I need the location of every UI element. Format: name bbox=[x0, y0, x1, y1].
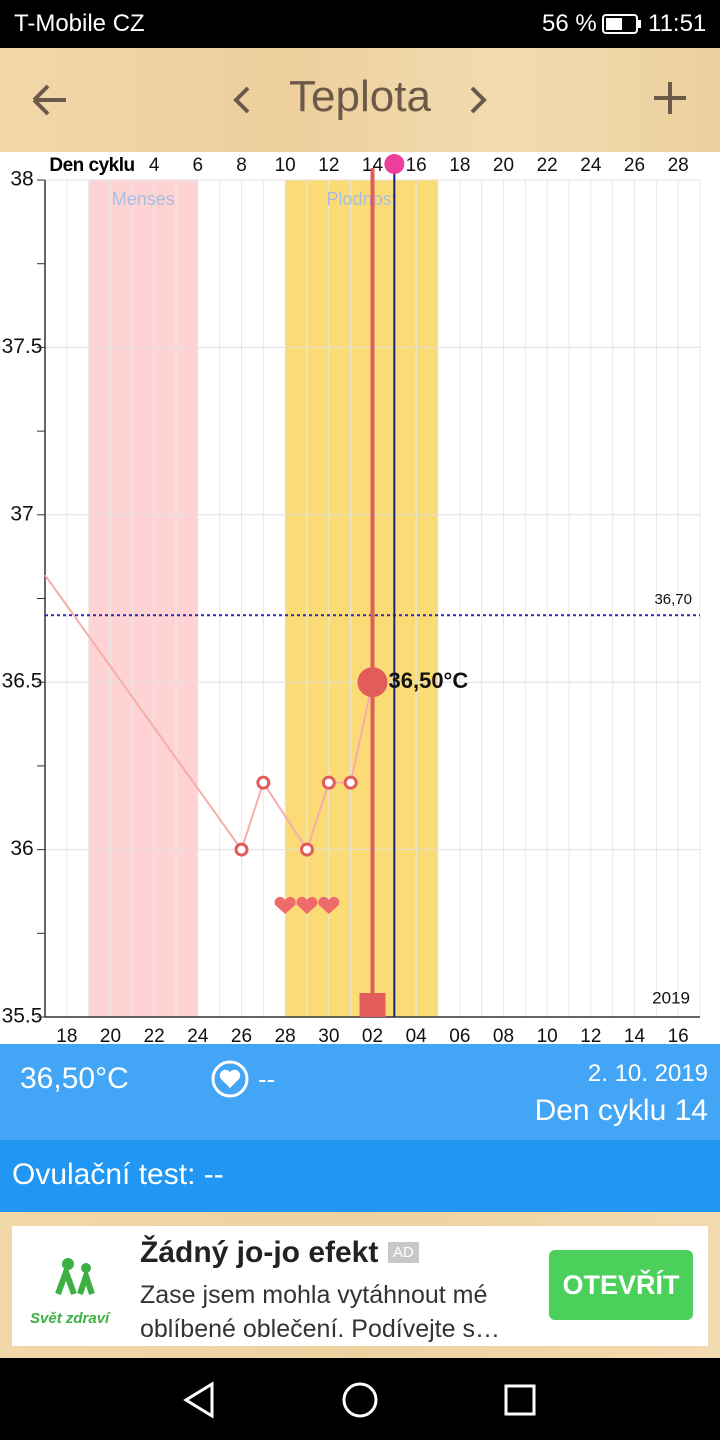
heart-icon[interactable] bbox=[210, 1059, 250, 1099]
y-tick-label: 36 bbox=[10, 837, 33, 860]
cycle-day-label: 26 bbox=[624, 155, 645, 176]
ovulation-test: Ovulační test: -- bbox=[12, 1158, 224, 1191]
heart bbox=[274, 896, 296, 914]
nav-recents[interactable] bbox=[500, 1380, 540, 1420]
y-tick-label: 35.5 bbox=[2, 1005, 43, 1028]
x-tick-label: 20 bbox=[100, 1026, 121, 1044]
ad-logo: Svět zdraví bbox=[30, 1310, 110, 1327]
x-tick-label: 12 bbox=[580, 1026, 601, 1044]
cycle-day-label: 24 bbox=[580, 155, 602, 176]
cycle-day-label: 20 bbox=[493, 155, 514, 176]
cycle-axis-title: Den cyklu bbox=[49, 155, 134, 176]
band-label: Plodnost bbox=[327, 189, 397, 209]
ad-title: Žádný jo-jo efekt bbox=[140, 1236, 379, 1269]
previous-button[interactable] bbox=[230, 84, 254, 116]
data-point bbox=[234, 842, 249, 857]
year-label: 2019 bbox=[652, 988, 690, 1007]
x-tick-label: 28 bbox=[275, 1026, 296, 1044]
selected-point bbox=[357, 667, 388, 698]
next-button[interactable] bbox=[466, 84, 490, 116]
cycle-day-label: 10 bbox=[275, 155, 296, 176]
y-tick-label: 37 bbox=[10, 502, 33, 525]
x-tick-label: 26 bbox=[231, 1026, 252, 1044]
phase-band bbox=[285, 180, 438, 1017]
back-button[interactable] bbox=[30, 80, 70, 120]
screen-title: Teplota bbox=[289, 72, 431, 121]
x-tick-label: 06 bbox=[449, 1026, 470, 1044]
ovulation-panel[interactable]: Ovulační test: -- bbox=[0, 1140, 720, 1212]
x-tick-label: 14 bbox=[624, 1026, 646, 1044]
data-point bbox=[321, 775, 336, 790]
status-bar: T-Mobile CZ 56 % 11:51 bbox=[0, 0, 720, 48]
cycle-day: Den cyklu 14 bbox=[534, 1094, 708, 1127]
event-icon bbox=[359, 993, 386, 1017]
value-label: 36,50°C bbox=[389, 668, 469, 693]
x-tick-label: 24 bbox=[187, 1026, 209, 1044]
y-tick-label: 36.5 bbox=[2, 670, 43, 693]
cycle-day-label: 22 bbox=[537, 155, 558, 176]
day-info-panel: 36,50°C -- 2. 10. 2019 Den cyklu 14 bbox=[0, 1044, 720, 1140]
today-dot bbox=[384, 154, 405, 174]
reference-label: 36,70 bbox=[654, 591, 692, 608]
temperature-value: 36,50°C bbox=[20, 1062, 129, 1095]
battery-icon bbox=[602, 14, 641, 34]
cycle-day-label: 14 bbox=[362, 155, 384, 176]
cycle-day-label: 16 bbox=[406, 155, 427, 176]
add-button[interactable] bbox=[650, 78, 690, 118]
x-tick-label: 18 bbox=[56, 1026, 77, 1044]
x-tick-label: 08 bbox=[493, 1026, 514, 1044]
date: 2. 10. 2019 bbox=[587, 1060, 708, 1087]
data-point bbox=[300, 842, 314, 857]
temperature-chart: Den cyklu Menses Plodnost 35.5 36 36.5 37 37.5… bbox=[2, 154, 701, 1044]
y-tick-label: 37.5 bbox=[2, 335, 43, 358]
x-tick-label: 16 bbox=[668, 1026, 689, 1044]
navigation-bar bbox=[0, 1358, 720, 1440]
ad-card[interactable]: Svět zdraví Žádný jo-jo efekt AD Zase js… bbox=[12, 1226, 708, 1346]
clock: 11:51 bbox=[648, 10, 707, 37]
ad-text: Zase jsem mohla vytáhnout mé oblíbené ob… bbox=[140, 1281, 500, 1343]
cycle-day-label: 8 bbox=[236, 155, 247, 176]
ad-area: Svět zdraví Žádný jo-jo efekt AD Zase js… bbox=[0, 1212, 720, 1358]
heart bbox=[318, 896, 340, 914]
x-tick-label: 04 bbox=[406, 1026, 428, 1044]
ad-badge: AD bbox=[388, 1242, 419, 1263]
intercourse-value: -- bbox=[258, 1064, 276, 1094]
cycle-day-label: 28 bbox=[668, 155, 689, 176]
carrier: T-Mobile CZ bbox=[14, 10, 145, 37]
x-tick-label: 10 bbox=[537, 1026, 558, 1044]
ad-logo-image bbox=[55, 1258, 95, 1296]
y-tick-label: 38 bbox=[10, 168, 33, 191]
x-tick-label: 22 bbox=[144, 1026, 165, 1044]
heart bbox=[296, 896, 318, 914]
band-label: Menses bbox=[112, 189, 175, 209]
x-tick-label: 02 bbox=[362, 1026, 383, 1044]
battery-level: 56 % bbox=[542, 10, 597, 37]
data-point bbox=[256, 775, 271, 790]
nav-home[interactable] bbox=[340, 1380, 380, 1420]
app-header: Teplota bbox=[0, 48, 720, 152]
x-tick-label: 30 bbox=[318, 1026, 339, 1044]
phase-band bbox=[88, 180, 198, 1017]
nav-back[interactable] bbox=[180, 1380, 220, 1420]
cycle-day-label: 18 bbox=[449, 155, 470, 176]
cycle-day-label: 6 bbox=[193, 155, 204, 176]
data-point bbox=[343, 775, 358, 790]
cycle-day-label: 4 bbox=[149, 155, 160, 176]
cycle-day-label: 12 bbox=[318, 155, 339, 176]
ad-open-button[interactable]: OTEVŘÍT bbox=[549, 1250, 693, 1320]
